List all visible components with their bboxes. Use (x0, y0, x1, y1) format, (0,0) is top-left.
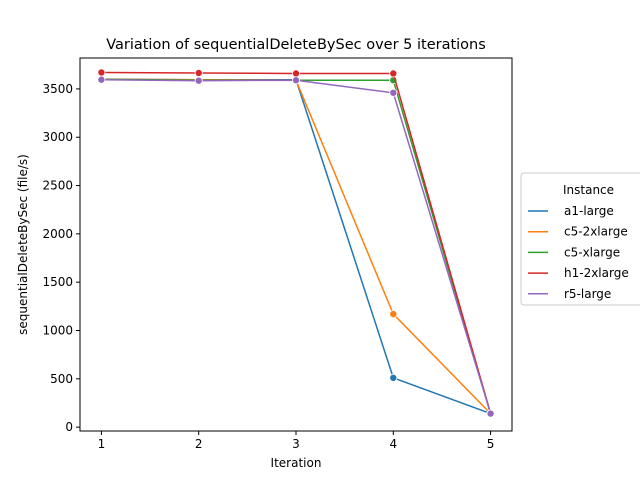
chart-title: Variation of sequentialDeleteBySec over … (106, 37, 486, 53)
legend-item: c5-2xlarge (528, 225, 628, 239)
y-tick-label: 3500 (42, 82, 73, 96)
data-point (291, 69, 300, 78)
legend-item: c5-xlarge (528, 245, 620, 259)
legend-label: a1-large (564, 204, 614, 218)
x-tick-label: 1 (98, 437, 106, 451)
y-axis: 0 500 1000 1500 2000 2500 3000 3500 (42, 82, 80, 434)
series-line (101, 78, 492, 415)
legend-label: h1-2xlarge (564, 266, 629, 280)
series-r5-large (97, 75, 495, 418)
legend-label: c5-2xlarge (564, 225, 628, 239)
x-axis-label: Iteration (271, 456, 322, 470)
series-layer (97, 68, 495, 418)
data-point (389, 373, 398, 382)
x-tick-label: 5 (487, 437, 495, 451)
y-tick-label: 2500 (42, 179, 73, 193)
data-point (97, 68, 106, 77)
x-tick-label: 3 (292, 437, 300, 451)
legend-item: a1-large (528, 204, 614, 218)
series-h1-2xlarge (97, 68, 495, 418)
data-point (194, 68, 203, 77)
legend-item: r5-large (528, 287, 611, 301)
data-point (389, 69, 398, 78)
x-tick-label: 4 (389, 437, 397, 451)
data-point (486, 409, 495, 418)
data-point (291, 76, 300, 85)
y-axis-label: sequentialDeleteBySec (file/s) (16, 154, 30, 335)
series-c5-xlarge (97, 75, 495, 418)
plot-area (79, 57, 513, 432)
legend: Instance a1-large c5-2xlarge c5-xlarge h1-2… (520, 172, 640, 306)
data-point (389, 310, 398, 319)
legend-frame (520, 172, 640, 306)
y-tick-label: 0 (65, 420, 73, 434)
data-point (389, 88, 398, 97)
y-tick-label: 2000 (42, 227, 73, 241)
x-tick-label: 2 (195, 437, 203, 451)
data-point (97, 75, 106, 84)
series-line (101, 71, 492, 414)
legend-label: c5-xlarge (564, 245, 620, 259)
series-line (101, 78, 491, 415)
y-tick-label: 1500 (42, 275, 73, 289)
x-axis: 1 2 3 4 5 (98, 431, 495, 451)
legend-item: h1-2xlarge (528, 266, 629, 280)
series-c5-2xlarge (97, 75, 495, 418)
y-tick-label: 3000 (42, 130, 73, 144)
series-line (101, 78, 492, 414)
y-tick-label: 500 (50, 372, 73, 386)
legend-title: Instance (563, 183, 614, 197)
data-point (194, 76, 203, 85)
y-tick-label: 1000 (42, 324, 73, 338)
series-a1-large (97, 75, 495, 418)
series-line (101, 78, 492, 414)
legend-label: r5-large (564, 287, 611, 301)
